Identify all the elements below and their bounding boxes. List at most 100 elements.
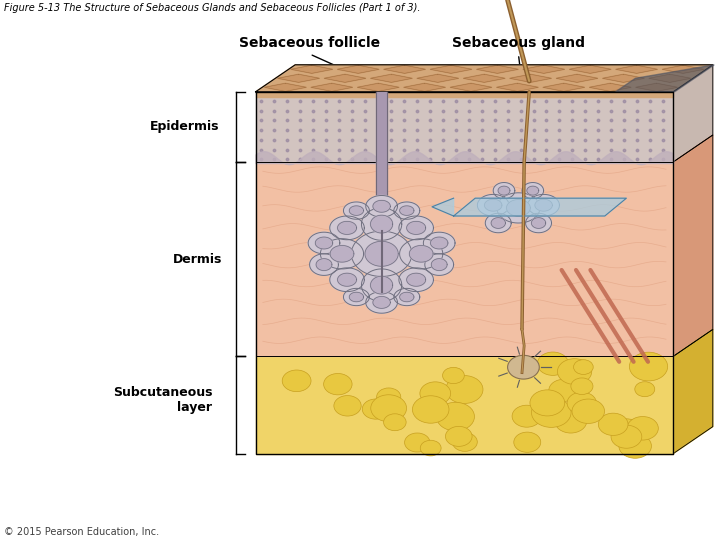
Text: Sebaceous gland: Sebaceous gland [452,36,585,50]
Circle shape [619,434,652,458]
Polygon shape [349,292,364,302]
Circle shape [572,399,605,423]
Polygon shape [649,75,690,82]
Polygon shape [430,65,472,73]
Circle shape [377,388,401,406]
Polygon shape [400,292,414,302]
Polygon shape [431,259,447,271]
Circle shape [420,440,441,456]
Text: Dermis: Dermis [172,253,222,266]
Polygon shape [256,162,673,356]
Circle shape [508,355,539,379]
Circle shape [323,374,352,395]
Circle shape [537,352,569,375]
Circle shape [549,379,578,401]
Polygon shape [371,276,392,294]
Polygon shape [407,273,426,286]
Circle shape [629,352,667,381]
Polygon shape [366,195,397,217]
Circle shape [334,396,361,416]
Text: Epidermis: Epidermis [150,120,220,133]
Circle shape [512,405,541,427]
Polygon shape [278,75,320,82]
Polygon shape [407,221,426,234]
Polygon shape [662,65,704,73]
Circle shape [557,359,592,384]
Polygon shape [485,199,502,211]
Polygon shape [361,208,402,240]
Polygon shape [384,65,426,73]
Polygon shape [310,254,338,275]
Polygon shape [454,198,626,216]
Polygon shape [603,75,644,82]
Polygon shape [338,221,356,234]
Polygon shape [535,199,552,211]
Circle shape [446,427,472,447]
Polygon shape [330,246,354,262]
Polygon shape [477,65,518,73]
Polygon shape [527,186,539,195]
Polygon shape [357,83,399,91]
Polygon shape [373,200,390,212]
Polygon shape [324,75,366,82]
Polygon shape [394,202,420,219]
Polygon shape [330,268,364,292]
Circle shape [436,402,474,431]
Polygon shape [315,237,333,249]
Polygon shape [673,135,713,356]
Polygon shape [338,273,356,286]
Circle shape [384,414,406,431]
Polygon shape [497,193,540,223]
Polygon shape [365,241,398,266]
Circle shape [362,399,389,419]
Circle shape [413,396,449,423]
Polygon shape [616,65,657,73]
Polygon shape [371,215,392,233]
Polygon shape [432,198,454,216]
Polygon shape [399,268,433,292]
Polygon shape [264,83,306,91]
Polygon shape [308,232,340,254]
Polygon shape [371,75,413,82]
Polygon shape [373,296,390,308]
Polygon shape [491,218,505,228]
Circle shape [611,425,642,448]
Text: Figure 5-13 The Structure of Sebaceous Glands and Sebaceous Follicles (Part 1 of: Figure 5-13 The Structure of Sebaceous G… [4,3,420,13]
Circle shape [555,409,587,433]
Polygon shape [399,216,433,240]
Polygon shape [417,75,459,82]
Polygon shape [556,75,598,82]
Circle shape [514,432,541,453]
Polygon shape [477,194,509,216]
Polygon shape [497,83,539,91]
Polygon shape [526,213,552,233]
Polygon shape [431,237,448,249]
Circle shape [282,370,311,392]
Polygon shape [493,183,515,199]
Polygon shape [351,231,412,276]
Polygon shape [361,269,402,301]
Polygon shape [673,65,713,162]
Polygon shape [423,232,455,254]
Polygon shape [400,239,443,269]
Polygon shape [311,83,353,91]
Polygon shape [464,75,505,82]
Polygon shape [498,186,510,195]
Polygon shape [376,92,387,292]
Polygon shape [425,254,454,275]
Polygon shape [320,239,364,269]
Circle shape [443,367,464,383]
Polygon shape [673,329,713,454]
Text: Sebaceous follicle: Sebaceous follicle [239,36,380,50]
Circle shape [530,390,564,416]
Circle shape [567,392,596,414]
Circle shape [446,375,483,403]
Polygon shape [330,216,364,240]
Circle shape [635,382,654,397]
Polygon shape [256,356,673,454]
Polygon shape [349,206,364,215]
Circle shape [531,397,571,427]
Polygon shape [256,97,673,162]
Polygon shape [400,206,414,215]
Polygon shape [531,218,546,228]
